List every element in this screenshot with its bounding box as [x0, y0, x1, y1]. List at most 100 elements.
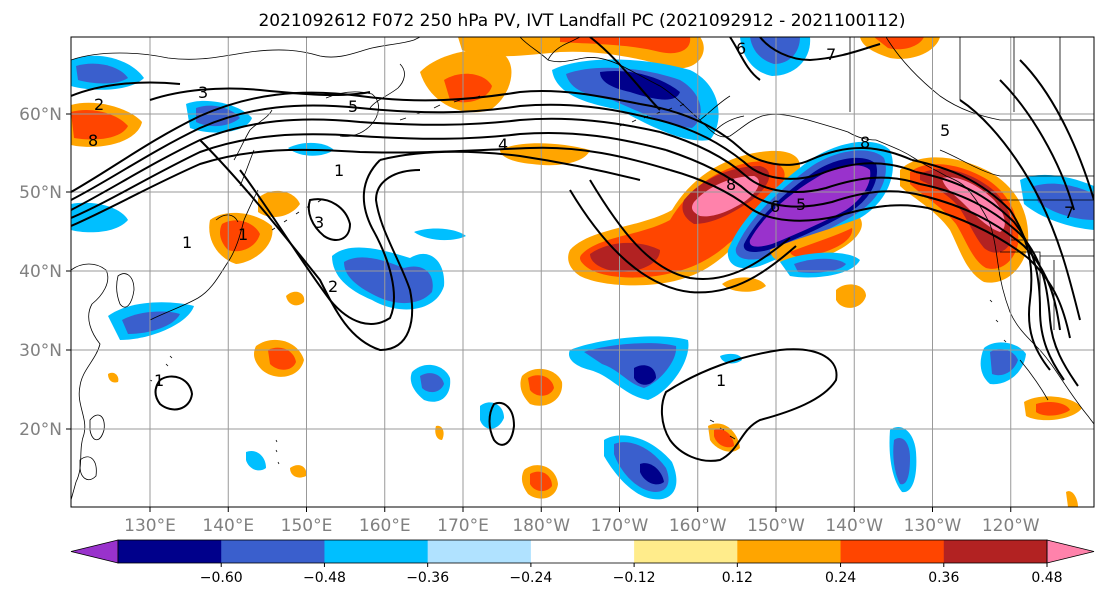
colorbar-tick-label: −0.36 — [406, 570, 449, 586]
lon-tick-label: 140°E — [202, 516, 254, 536]
contour-labels: 3 2 8 1 1 5 4 1 3 2 1 8 6 5 7 6 5 8 1 7 — [88, 39, 1074, 390]
shade-negative — [640, 463, 664, 485]
shade-positive — [874, 37, 924, 50]
lon-tick-label: 170°W — [591, 516, 649, 536]
shade-negative — [566, 67, 701, 128]
shade-positive — [1066, 491, 1078, 507]
contour-label: 1 — [182, 233, 192, 252]
lon-tick-label: 160°W — [669, 516, 727, 536]
lon-tick-label: 180°W — [512, 516, 570, 536]
pv-contours — [71, 37, 1094, 462]
contour-label: 6 — [736, 39, 746, 58]
colorbar-segment — [737, 540, 842, 563]
lon-tick-label: 130°W — [904, 516, 962, 536]
colorbar-extend-low — [70, 539, 119, 564]
lat-tick-label: 60°N — [19, 105, 62, 125]
colorbar-segment — [634, 540, 738, 563]
contour-label: 2 — [328, 277, 338, 296]
shade-positive — [942, 177, 1005, 232]
lon-tick-label: 130°E — [124, 516, 176, 536]
lat-tick-label: 30°N — [19, 341, 62, 361]
contour-label: 2 — [94, 95, 104, 114]
shade-positive — [560, 37, 691, 54]
contour-label: 4 — [498, 135, 508, 154]
shade-negative — [634, 365, 656, 385]
shade-positive — [290, 465, 307, 478]
lat-tick-label: 50°N — [19, 183, 62, 203]
longitude-axis: 130°E 140°E 150°E 160°E 170°E 180°W 170°W 160°W… — [124, 507, 1040, 536]
contour-label: 8 — [860, 133, 870, 152]
contour-label: 1 — [716, 371, 726, 390]
lon-tick-label: 120°W — [982, 516, 1040, 536]
shade-positive — [286, 291, 305, 306]
shade-negative — [414, 228, 466, 241]
colorbar-tick-label: −0.24 — [509, 570, 552, 586]
colorbar-segment — [427, 540, 532, 563]
contour-label: 6 — [770, 197, 780, 216]
contour-label: 5 — [348, 97, 358, 116]
shade-positive — [268, 347, 296, 370]
shade-negative — [893, 438, 910, 485]
shade-negative — [71, 202, 128, 233]
colorbar-segment — [530, 540, 635, 563]
graticule — [71, 37, 1094, 507]
colorbar-extend-high — [1046, 539, 1095, 564]
map-title: 2021092612 F072 250 hPa PV, IVT Landfall… — [258, 11, 905, 31]
colorbar-segment — [221, 540, 325, 563]
contour-label: 1 — [238, 225, 248, 244]
shade-negative — [246, 450, 266, 471]
shade-negative — [196, 105, 240, 127]
contour-label: 3 — [198, 83, 208, 102]
colorbar-outline — [117, 539, 1048, 564]
contour-label: 8 — [88, 131, 98, 150]
colorbar-segment — [840, 540, 945, 563]
shade-positive — [836, 284, 866, 308]
latitude-axis: 20°N 30°N 40°N 50°N 60°N — [19, 105, 71, 440]
map-frame — [70, 36, 1095, 508]
contour-label: 5 — [940, 121, 950, 140]
shade-positive — [444, 73, 492, 103]
lat-tick-label: 40°N — [19, 262, 62, 282]
lon-tick-label: 150°E — [281, 516, 333, 536]
coastlines — [71, 37, 1094, 501]
colorbar-tick-label: 0.48 — [1031, 570, 1062, 586]
contour-label: 3 — [314, 213, 324, 232]
lon-tick-label: 150°W — [747, 516, 805, 536]
shade-positive — [71, 109, 128, 140]
colorbar-tick-label: 0.36 — [928, 570, 959, 586]
lon-tick-label: 140°W — [825, 516, 883, 536]
shade-negative — [1034, 183, 1094, 220]
contour-label: 5 — [796, 195, 806, 214]
colorbar-tick-label: 0.12 — [722, 570, 753, 586]
shade-negative — [122, 311, 180, 334]
shade-positive — [790, 228, 853, 257]
shade-negative — [794, 258, 846, 273]
shade-negative — [76, 63, 128, 84]
shade-positive — [1036, 402, 1070, 416]
contour-label: 1 — [334, 161, 344, 180]
colorbar-tick-label: −0.12 — [613, 570, 656, 586]
colorbar-segment — [943, 540, 1048, 563]
lon-tick-label: 170°E — [437, 516, 489, 536]
shade-positive — [722, 277, 766, 292]
shade-positive — [108, 372, 119, 383]
contour-label: 7 — [1064, 203, 1074, 222]
shade-negative — [720, 353, 742, 364]
colorbar: −0.60 −0.48 −0.36 −0.24 −0.12 0.12 0.24 0.36 0.4… — [70, 539, 1095, 586]
colorbar-tick-label: −0.60 — [200, 570, 243, 586]
colorbar-segment — [118, 540, 222, 563]
contour-label: 1 — [154, 371, 164, 390]
shade-negative — [480, 402, 504, 429]
shade-positive — [220, 220, 260, 252]
shade-positive — [714, 429, 734, 448]
contour-label: 7 — [826, 45, 836, 64]
lat-tick-label: 20°N — [19, 420, 62, 440]
colorbar-tick-label: −0.48 — [303, 570, 346, 586]
shade-negative — [420, 373, 444, 393]
colorbar-segment — [324, 540, 429, 563]
colorbar-tick-label: 0.24 — [825, 570, 856, 586]
lon-tick-label: 160°E — [359, 516, 411, 536]
contour-label: 8 — [726, 175, 736, 194]
